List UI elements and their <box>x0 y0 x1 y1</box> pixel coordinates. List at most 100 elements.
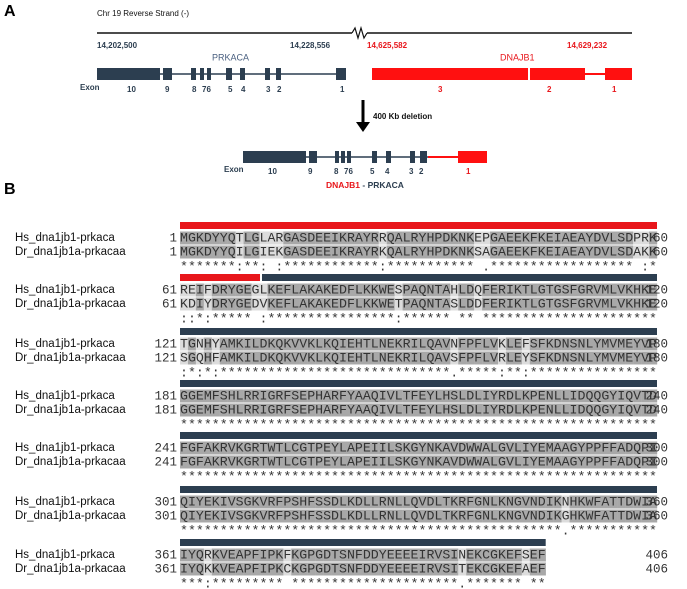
residue-shade <box>577 455 586 469</box>
residue-shade <box>370 403 379 417</box>
residue-shade <box>505 283 515 297</box>
residue-shade <box>259 297 268 311</box>
residue-shade <box>195 455 205 469</box>
residue-shade <box>513 283 523 297</box>
residue-shade <box>442 495 451 509</box>
residue-shade <box>426 337 435 351</box>
residue-shade <box>505 455 515 469</box>
residue-shade <box>346 245 356 259</box>
start-position: 121 <box>154 337 177 351</box>
residue-shade <box>354 509 364 523</box>
residue-shade <box>490 351 499 365</box>
residue-shade <box>498 351 507 365</box>
residue-shade <box>203 337 212 351</box>
residue-shade <box>180 389 189 403</box>
exon-number: 3 <box>438 85 443 94</box>
residue-shade <box>617 441 626 455</box>
conservation: ::*:***** :****************:****** ** **… <box>180 312 657 326</box>
residue-shade <box>227 403 236 417</box>
residue-shade <box>458 455 467 469</box>
residue-shade <box>617 297 626 311</box>
residue-shade <box>474 562 483 576</box>
residue-shade <box>426 351 435 365</box>
residue-shade <box>521 455 530 469</box>
residue-shade <box>577 351 586 365</box>
residue-shade <box>235 231 244 245</box>
residue-shade <box>609 231 618 245</box>
residue-shade <box>195 337 205 351</box>
residue-shade <box>180 403 189 417</box>
residue-shade <box>593 231 602 245</box>
residue-shade <box>593 509 602 523</box>
residue-shade <box>410 548 419 562</box>
residue-shade <box>641 389 650 403</box>
start-position: 121 <box>154 351 177 365</box>
residue-shade <box>235 495 244 509</box>
residue-shade <box>450 509 459 523</box>
residue-shade <box>537 441 546 455</box>
residue-shade <box>370 389 379 403</box>
residue-shade <box>331 548 340 562</box>
residue-shade <box>259 495 268 509</box>
residue-shade <box>378 389 387 403</box>
arrowhead <box>356 122 370 132</box>
residue-shade <box>498 389 507 403</box>
residue-shade <box>251 351 260 365</box>
residue-shade <box>235 337 244 351</box>
residue-shade <box>641 231 650 245</box>
residue-shade <box>474 509 483 523</box>
residue-shade <box>633 509 642 523</box>
residue-shade <box>315 403 324 417</box>
residue-shade <box>291 245 300 259</box>
residue-shade <box>513 495 523 509</box>
residue-shade <box>386 337 395 351</box>
residue-shade <box>418 441 427 455</box>
residue-shade <box>569 337 578 351</box>
residue-shade <box>434 231 443 245</box>
residue-shade <box>474 297 483 311</box>
residue-shade <box>203 455 212 469</box>
residue-shade <box>513 441 523 455</box>
residue-shade <box>315 351 324 365</box>
exon-number: 1 <box>612 85 617 94</box>
residue-shade <box>553 455 562 469</box>
residue-shade <box>235 297 244 311</box>
domain-bar <box>180 328 657 335</box>
residue-shade <box>410 403 419 417</box>
exon-number: 76 <box>202 85 211 94</box>
residue-shade <box>180 351 189 365</box>
residue-shade <box>339 403 348 417</box>
residue-shade <box>505 509 515 523</box>
residue-shade <box>299 509 308 523</box>
sequence-name: Dr_dna1jb1a-prkacaa <box>15 352 126 364</box>
residue-shade <box>323 455 332 469</box>
residue-shade <box>394 403 403 417</box>
residue-shade <box>458 245 467 259</box>
residue-shade <box>545 245 554 259</box>
residue-shade <box>323 297 332 311</box>
residue-shade <box>394 337 403 351</box>
domain-bar <box>180 539 546 546</box>
residue-shade <box>251 231 260 245</box>
coordinate: 14,629,232 <box>567 41 608 50</box>
residue-shade <box>339 548 348 562</box>
residue-shade <box>323 351 332 365</box>
residue-shade <box>235 403 244 417</box>
residue-shade <box>203 509 212 523</box>
residue-shade <box>545 495 554 509</box>
residue-shade <box>315 283 324 297</box>
exon-number: 2 <box>277 85 282 94</box>
residue-shade <box>505 337 515 351</box>
residue-shade <box>505 403 515 417</box>
residue-shade <box>482 337 491 351</box>
residue-shade <box>649 403 658 417</box>
residue-shade <box>346 455 356 469</box>
residue-shade <box>370 441 379 455</box>
residue-shade <box>569 403 578 417</box>
residue-shade <box>235 389 244 403</box>
residue-shade <box>394 389 403 403</box>
residue-shade <box>251 389 260 403</box>
residue-shade <box>609 245 618 259</box>
residue-shade <box>291 297 300 311</box>
residue-shade <box>283 562 292 576</box>
